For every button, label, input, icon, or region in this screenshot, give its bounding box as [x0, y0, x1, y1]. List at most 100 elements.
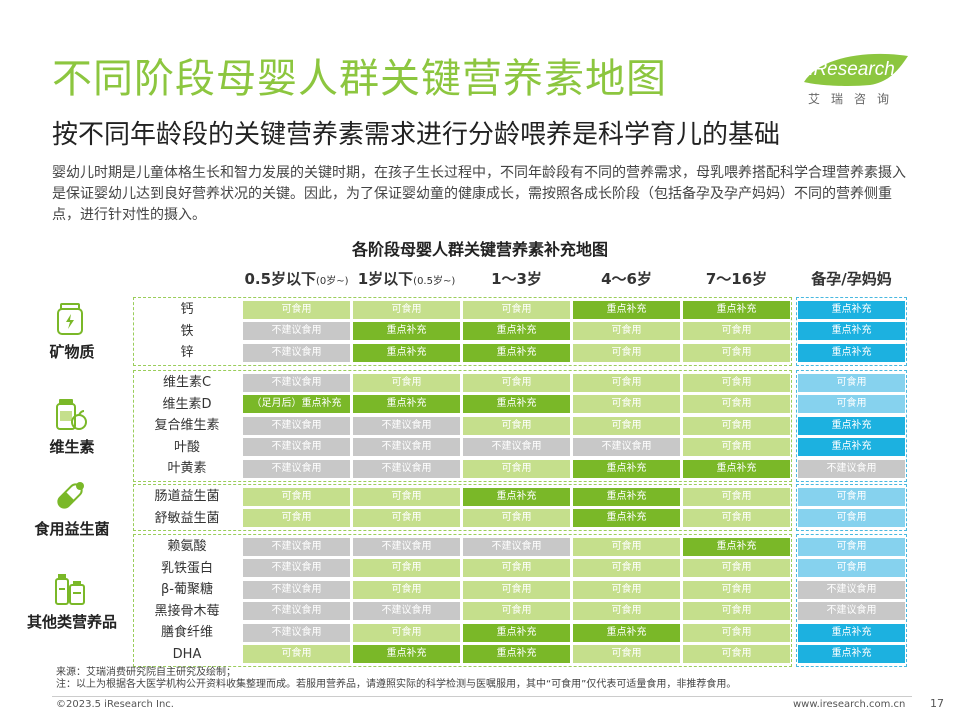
status-cell: 重点补充 [353, 322, 460, 340]
status-cell: 不建议食用 [243, 322, 350, 340]
status-cell: 可食用 [573, 537, 680, 556]
status-cell: 重点补充 [463, 645, 570, 663]
capsule-icon [52, 478, 88, 514]
status-cell: 不建议食用 [243, 438, 350, 456]
status-cell: 可食用 [798, 559, 905, 577]
status-cell: 重点补充 [463, 322, 570, 340]
status-cell: 可食用 [573, 322, 680, 340]
status-cell: 可食用 [798, 395, 905, 413]
nutrient-name: 舒敏益生菌 [154, 510, 220, 526]
status-cell: 可食用 [683, 602, 790, 620]
status-cell: 重点补充 [463, 487, 570, 506]
nutrient-name: 钙 [180, 302, 194, 317]
status-cell: 可食用 [353, 580, 460, 599]
status-cell: 不建议食用 [243, 537, 350, 556]
status-cell: 重点补充 [573, 300, 680, 319]
status-cell: 可食用 [353, 373, 460, 392]
nutrient-name: 叶黄素 [167, 461, 207, 476]
group-box-pregnancy [796, 484, 907, 531]
vitamin-bottle-icon [52, 396, 88, 432]
status-cell: 可食用 [353, 300, 460, 319]
status-cell: 不建议食用 [243, 559, 350, 577]
status-cell: （足月后）重点补充 [243, 395, 350, 413]
status-cell: 重点补充 [798, 343, 905, 362]
status-cell: 可食用 [683, 373, 790, 392]
status-cell: 不建议食用 [798, 459, 905, 478]
status-cell: 可食用 [463, 559, 570, 577]
nutrient-name: 赖氨酸 [167, 539, 207, 554]
group-box [133, 370, 792, 482]
status-cell: 可食用 [683, 559, 790, 577]
table-title: 各阶段母婴人群关键营养素补充地图 [351, 240, 608, 259]
status-cell: 重点补充 [798, 645, 905, 663]
group-label: 食用益生菌 [34, 519, 110, 538]
website-link[interactable]: www.iresearch.com.cn [793, 699, 906, 710]
nutrient-name: β-葡聚糖 [161, 582, 213, 597]
nutrient-name: 肠道益生菌 [154, 489, 220, 504]
status-cell: 可食用 [573, 580, 680, 599]
column-header-note: (0岁~) [316, 276, 349, 287]
status-cell: 重点补充 [683, 300, 790, 319]
status-cell: 重点补充 [353, 645, 460, 663]
column-header: 备孕/孕妈妈 [794, 268, 909, 290]
nutrient-name: 乳铁蛋白 [160, 560, 213, 576]
column-header: 4～6岁 [569, 268, 684, 290]
status-cell: 可食用 [683, 509, 790, 527]
status-cell: 重点补充 [798, 416, 905, 435]
column-header: 0.5岁以下(0岁~) [239, 268, 354, 290]
status-cell: 重点补充 [463, 395, 570, 413]
nutrient-name: 叶酸 [173, 439, 200, 455]
status-cell: 可食用 [798, 537, 905, 556]
nutrient-name: 黑接骨木莓 [154, 603, 220, 619]
status-cell: 可食用 [683, 395, 790, 413]
status-cell: 重点补充 [573, 487, 680, 506]
column-header-main: 1～3岁 [491, 270, 542, 288]
status-cell: 不建议食用 [243, 623, 350, 642]
status-cell: 重点补充 [463, 623, 570, 642]
status-cell: 重点补充 [798, 322, 905, 340]
group-box [133, 297, 792, 366]
logo-swoosh-icon [804, 53, 908, 86]
status-cell: 不建议食用 [243, 343, 350, 362]
nutrient-name: 维生素C [162, 375, 212, 390]
status-cell: 重点补充 [463, 343, 570, 362]
logo-chinese-name: 艾瑞咨询 [807, 92, 900, 106]
status-cell: 可食用 [353, 487, 460, 506]
status-cell: 可食用 [683, 645, 790, 663]
status-cell: 不建议食用 [798, 580, 905, 599]
group-box-pregnancy [796, 297, 907, 366]
status-cell: 可食用 [683, 580, 790, 599]
status-cell: 重点补充 [573, 509, 680, 527]
nutrient-name: 维生素D [162, 396, 212, 412]
status-cell: 可食用 [683, 343, 790, 362]
column-header: 1岁以下(0.5岁~) [349, 268, 464, 290]
column-header-main: 4～6岁 [601, 270, 652, 288]
column-header-main: 备孕/孕妈妈 [811, 270, 892, 288]
jar-icon [52, 301, 88, 337]
group-box [133, 534, 792, 667]
group-box-pregnancy [796, 370, 907, 482]
status-cell: 不建议食用 [243, 373, 350, 392]
status-cell: 可食用 [683, 487, 790, 506]
nutrient-name: 膳食纤维 [160, 625, 213, 640]
source-line: 来源：艾瑞消费研究院自主研究及绘制； [56, 667, 236, 678]
group-label: 其他类营养品 [26, 612, 117, 631]
supplement-bottles-icon [52, 571, 88, 607]
nutrient-name: 复合维生素 [154, 418, 220, 433]
page-title: 不同阶段母婴人群关键营养素地图 [52, 56, 667, 102]
status-cell: 可食用 [573, 343, 680, 362]
status-cell: 不建议食用 [463, 438, 570, 456]
nutrient-name: DHA [172, 646, 202, 662]
nutrient-name: 铁 [180, 323, 194, 339]
status-cell: 重点补充 [798, 438, 905, 456]
status-cell: 重点补充 [573, 459, 680, 478]
column-header: 1～3岁 [459, 268, 574, 290]
column-header-main: 0.5岁以下 [244, 270, 317, 288]
status-cell: 可食用 [463, 602, 570, 620]
status-cell: 可食用 [798, 373, 905, 392]
status-cell: 不建议食用 [463, 537, 570, 556]
logo-brand: iResearch [809, 59, 895, 80]
group-box-pregnancy [796, 534, 907, 667]
status-cell: 重点补充 [683, 459, 790, 478]
copyright: ©2023.5 iResearch Inc. [56, 699, 174, 710]
